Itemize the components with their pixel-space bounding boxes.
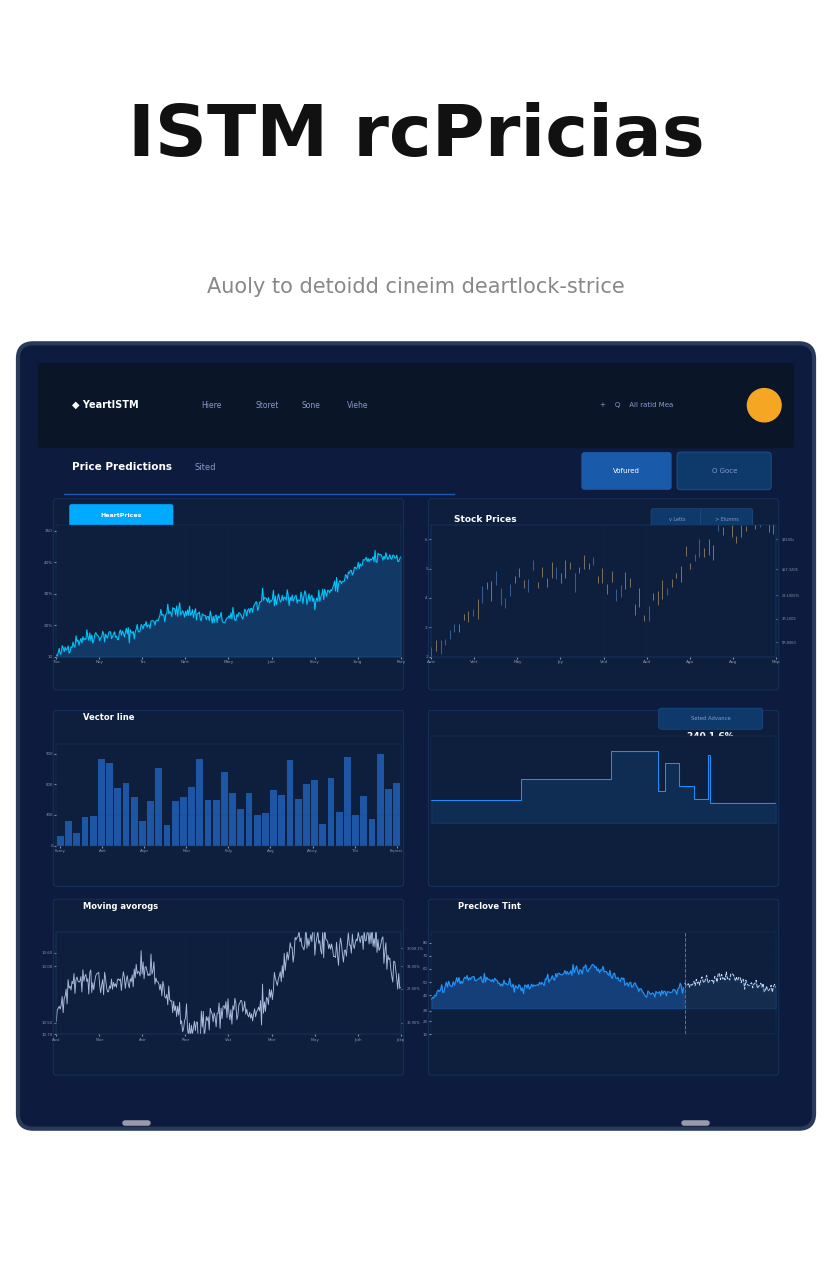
Bar [131,796,137,846]
Text: O Goce: O Goce [712,468,737,474]
Bar [328,778,334,846]
FancyBboxPatch shape [53,499,404,690]
Text: > Elumns: > Elumns [715,517,739,522]
FancyBboxPatch shape [677,452,771,490]
Text: Vector line: Vector line [83,713,135,722]
Text: Elreogy: Elreogy [509,744,529,749]
FancyBboxPatch shape [18,343,814,1129]
Bar [385,790,392,846]
Text: Stock Prices: Stock Prices [454,515,517,524]
Text: Moving avorogs: Moving avorogs [83,902,158,911]
Bar [147,801,154,846]
Bar [229,792,236,846]
Bar [254,815,260,846]
Text: HeartPrices: HeartPrices [101,513,142,518]
Text: Cureros: Cureros [458,744,478,749]
Bar [171,801,179,846]
Bar [336,813,343,846]
Text: Sited: Sited [194,462,215,471]
Text: Price Predictions: Price Predictions [72,462,171,472]
Bar [205,800,211,846]
Bar [213,800,220,846]
Text: Seted Advance: Seted Advance [691,716,730,721]
FancyBboxPatch shape [701,508,753,530]
Text: Hiere: Hiere [201,401,222,410]
FancyBboxPatch shape [428,899,779,1075]
FancyBboxPatch shape [428,710,779,886]
Bar [73,832,80,846]
Bar [303,783,310,846]
Bar [237,809,244,846]
Text: ISTM rcPricias: ISTM rcPricias [127,101,705,170]
Text: +    Q    All ratid Mea: + Q All ratid Mea [600,402,673,408]
Bar [352,814,359,846]
Bar [270,790,277,846]
Text: Vofured: Vofured [613,468,640,474]
FancyBboxPatch shape [38,364,794,448]
Bar [65,820,72,846]
Bar [394,782,400,846]
Bar [344,756,351,846]
Text: ◆ YeartISTM: ◆ YeartISTM [72,401,138,410]
Bar [262,813,269,846]
Bar [286,760,294,846]
Bar [245,792,252,846]
FancyBboxPatch shape [69,504,173,527]
FancyBboxPatch shape [428,499,779,690]
Text: v Letts: v Letts [669,517,686,522]
Bar [90,817,97,846]
Bar [319,824,326,846]
Bar [221,773,228,846]
FancyBboxPatch shape [651,508,703,530]
Bar [122,783,129,846]
Bar [295,799,301,846]
Bar [279,795,285,846]
FancyBboxPatch shape [582,452,671,490]
Bar [156,768,162,846]
Text: Storet: Storet [255,401,279,410]
Text: Sone: Sone [301,401,320,410]
Bar [114,788,121,846]
Text: Preclove Tint: Preclove Tint [458,902,521,911]
Bar [82,817,88,846]
Text: Viehe: Viehe [347,401,369,410]
Bar [106,763,113,846]
Text: Auoly to detoidd cineim deartlock-strice: Auoly to detoidd cineim deartlock-strice [207,276,625,297]
Bar [139,822,146,846]
FancyBboxPatch shape [53,899,404,1075]
Circle shape [747,389,781,422]
Bar [164,824,171,846]
Bar [188,787,195,846]
FancyBboxPatch shape [53,710,404,886]
FancyBboxPatch shape [659,708,763,730]
Bar [196,759,203,846]
Bar [57,836,64,846]
Text: 240 1.6%: 240 1.6% [687,732,734,741]
Bar [180,796,186,846]
Bar [369,819,375,846]
Bar [377,754,384,846]
Bar [360,796,367,846]
Bar [98,759,105,846]
Bar [311,780,318,846]
